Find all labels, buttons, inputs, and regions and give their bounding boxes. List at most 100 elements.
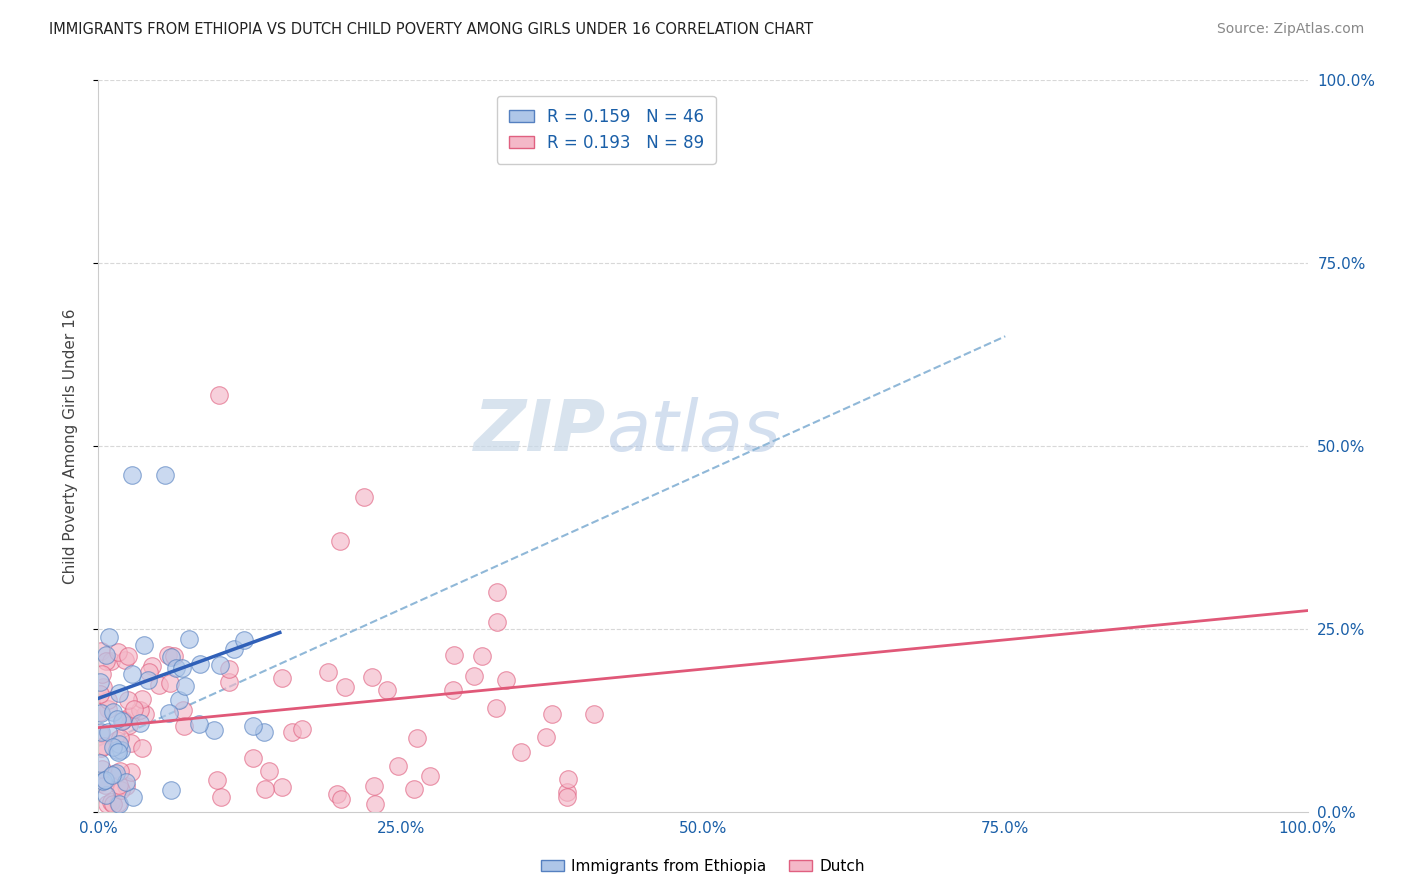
- Point: [89, 776, 111, 790]
- Point: [105, 743, 128, 757]
- Point: [253, 724, 276, 739]
- Point: [89, 706, 111, 720]
- Point: [157, 648, 180, 663]
- Point: [110, 782, 132, 797]
- Point: [463, 668, 485, 682]
- Point: [110, 731, 132, 745]
- Point: [363, 779, 385, 793]
- Point: [174, 679, 197, 693]
- Point: [114, 653, 136, 667]
- Point: [254, 781, 277, 796]
- Point: [486, 615, 509, 629]
- Point: [555, 785, 578, 799]
- Point: [405, 731, 427, 745]
- Point: [101, 768, 124, 782]
- Point: [120, 736, 142, 750]
- Point: [333, 681, 356, 695]
- Point: [128, 703, 150, 717]
- Point: [104, 765, 127, 780]
- Point: [103, 797, 125, 812]
- Point: [169, 693, 191, 707]
- Point: [97, 724, 120, 739]
- Point: [353, 490, 375, 504]
- Point: [361, 670, 384, 684]
- Point: [153, 468, 176, 483]
- Point: [188, 716, 211, 731]
- Point: [107, 732, 129, 747]
- Point: [471, 648, 494, 663]
- Point: [107, 796, 129, 810]
- Point: [120, 709, 142, 723]
- Point: [89, 675, 111, 690]
- Point: [134, 706, 156, 721]
- Point: [94, 788, 117, 802]
- Point: [281, 724, 304, 739]
- Point: [117, 718, 139, 732]
- Text: ZIP: ZIP: [474, 397, 606, 466]
- Point: [495, 673, 517, 687]
- Point: [165, 661, 187, 675]
- Point: [138, 665, 160, 680]
- Point: [271, 780, 294, 794]
- Point: [582, 707, 605, 722]
- Point: [141, 659, 163, 673]
- Point: [222, 641, 245, 656]
- Point: [90, 763, 112, 777]
- Point: [91, 774, 114, 789]
- Point: [101, 740, 124, 755]
- Point: [242, 719, 264, 733]
- Point: [173, 719, 195, 733]
- Point: [148, 678, 170, 692]
- Point: [122, 701, 145, 715]
- Point: [110, 764, 132, 779]
- Point: [157, 706, 180, 720]
- Point: [205, 772, 228, 787]
- Point: [89, 726, 111, 740]
- Point: [404, 782, 426, 797]
- Point: [107, 745, 129, 759]
- Point: [387, 759, 409, 773]
- Point: [117, 693, 139, 707]
- Point: [534, 730, 557, 744]
- Point: [129, 716, 152, 731]
- Point: [96, 797, 118, 812]
- Point: [134, 638, 156, 652]
- Point: [100, 654, 122, 668]
- Point: [90, 706, 112, 720]
- Point: [96, 648, 118, 663]
- Point: [121, 468, 143, 483]
- Point: [486, 585, 509, 599]
- Point: [108, 778, 131, 792]
- Point: [101, 706, 124, 720]
- Point: [121, 667, 143, 681]
- Point: [271, 671, 294, 685]
- Point: [97, 630, 120, 644]
- Point: [111, 714, 134, 729]
- Point: [97, 702, 120, 716]
- Point: [557, 772, 579, 786]
- Point: [103, 766, 125, 780]
- Point: [484, 700, 506, 714]
- Point: [208, 388, 231, 402]
- Point: [131, 741, 153, 756]
- Point: [136, 673, 159, 687]
- Point: [90, 725, 112, 739]
- Point: [112, 713, 135, 727]
- Point: [259, 764, 281, 778]
- Point: [160, 782, 183, 797]
- Point: [364, 797, 387, 812]
- Point: [94, 773, 117, 788]
- Point: [316, 665, 339, 679]
- Point: [218, 674, 240, 689]
- Point: [208, 657, 231, 672]
- Point: [159, 676, 181, 690]
- Point: [90, 644, 112, 658]
- Point: [93, 739, 115, 754]
- Point: [115, 775, 138, 789]
- Point: [242, 751, 264, 765]
- Legend: Immigrants from Ethiopia, Dutch: Immigrants from Ethiopia, Dutch: [534, 853, 872, 880]
- Point: [510, 745, 533, 759]
- Point: [120, 765, 142, 780]
- Text: Source: ZipAtlas.com: Source: ZipAtlas.com: [1216, 22, 1364, 37]
- Point: [172, 661, 194, 675]
